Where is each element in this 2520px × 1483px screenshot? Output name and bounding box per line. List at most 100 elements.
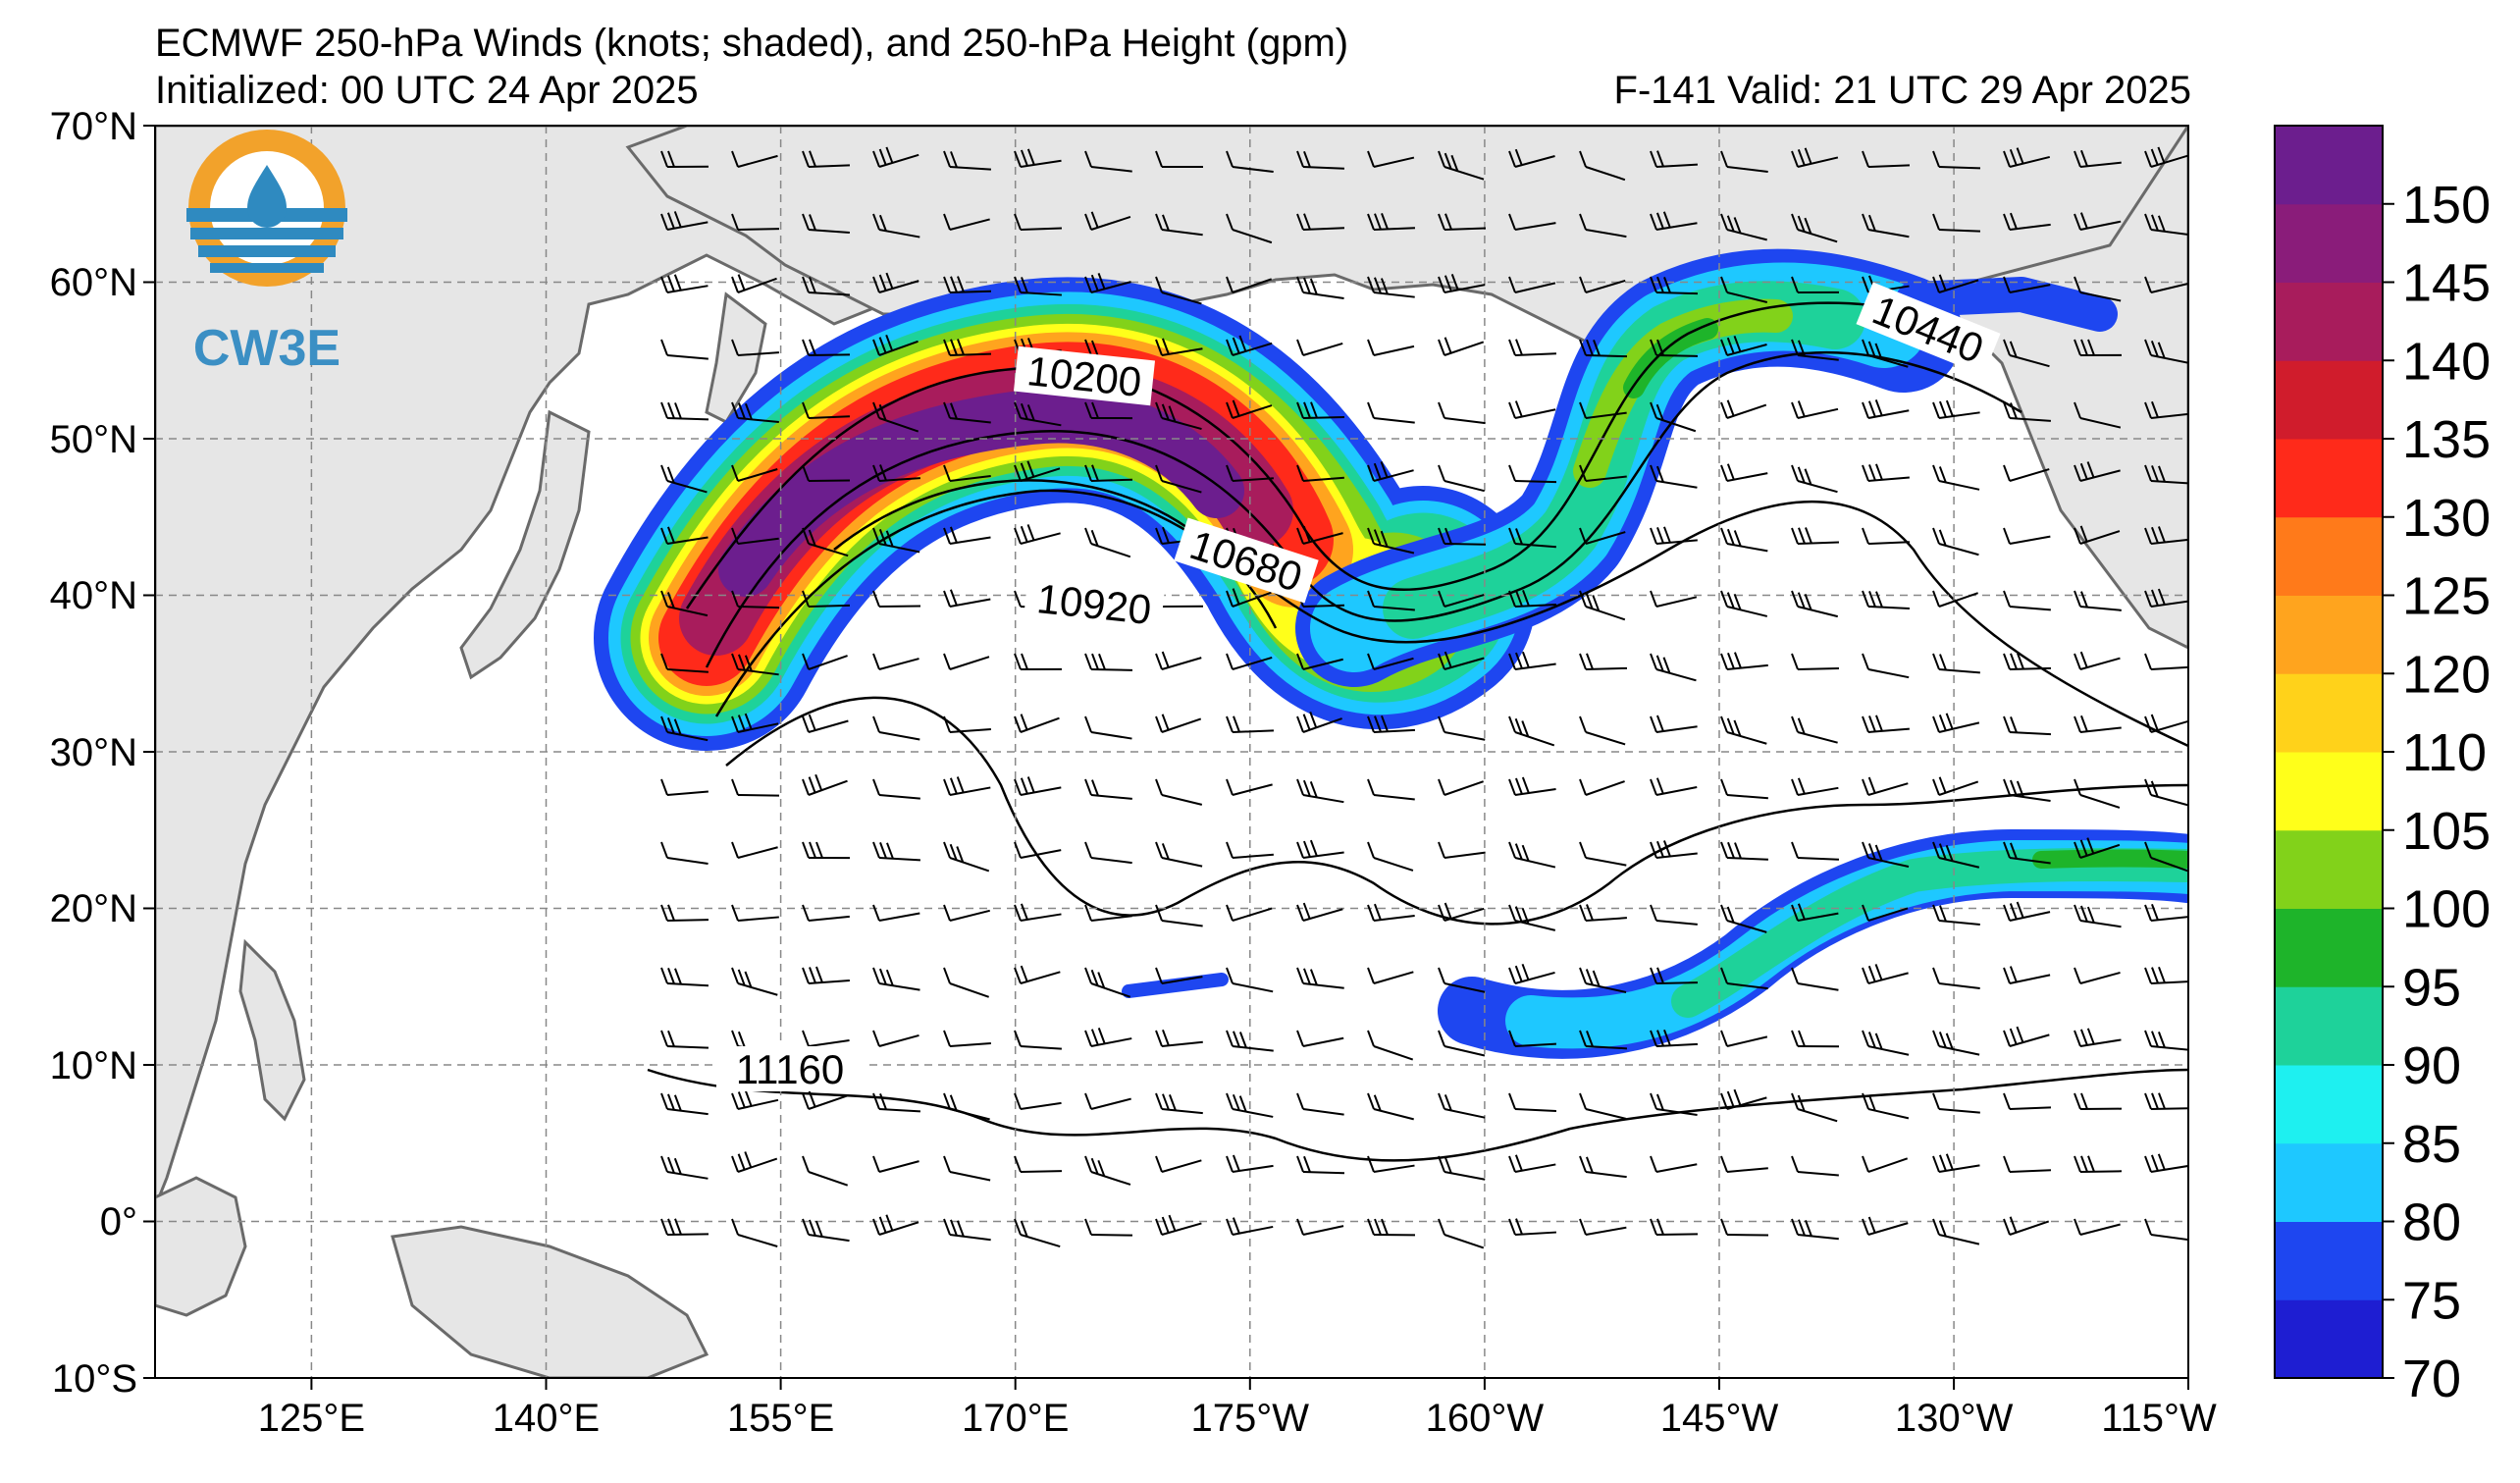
lat-label: 40°N [50,574,137,617]
wind-barb-flag [731,527,739,545]
wind-barb-flag [1791,464,1799,482]
wind-barb [737,537,779,545]
wind-barb-flag [660,590,668,608]
wind-barb-flag [943,967,951,984]
wind-barb-flag [872,527,880,545]
wind-barb-flag [2151,465,2159,482]
wind-barb-flag [802,653,810,670]
wind-barb-flag [1791,967,1799,984]
wind-barb-flag [660,653,668,670]
wind-barb-flag [1014,841,1022,859]
wind-barb-flag [1161,843,1170,860]
wind-barb-flag [1521,963,1530,980]
wind-barb-flag [667,968,675,984]
wind-barb-flag [1650,1155,1657,1173]
wind-barb-flag [2017,653,2024,669]
contour-label: 11160 [736,1046,845,1092]
wind-barb [1726,1035,1768,1047]
wind-barb-flag [1655,715,1664,732]
colorbar-segment [2275,673,2383,753]
wind-barb [1585,279,1626,293]
wind-barb-flag [802,213,810,231]
wind-barb-flag [2079,651,2088,668]
wind-barb-flag [1508,527,1516,545]
wind-barb-flag [802,841,810,859]
wind-barb-flag [1084,1030,1092,1047]
wind-barb-flag [1303,1155,1311,1173]
wind-barb-flag [731,464,739,482]
wind-barb [878,417,919,433]
colorbar-label: 80 [2402,1193,2461,1252]
wind-barb-flag [2016,780,2024,798]
wind-barb-flag [1515,528,1523,545]
wind-barb [2079,417,2122,429]
wind-barb-flag [1302,277,1311,294]
wind-barb-flag [1020,462,1028,480]
wind-barb [949,728,991,733]
wind-barb-flag [1656,276,1664,293]
wind-barb [1020,417,1062,427]
wind-barb-flag [1650,1092,1657,1110]
colorbar-label: 110 [2402,723,2487,782]
wind-barb-flag [1091,653,1099,670]
wind-barb-flag [1014,778,1022,796]
wind-barb [1161,920,1203,927]
wind-barb-flag [2087,339,2095,356]
wind-barb-flag [2003,1155,2011,1173]
wind-barb-flag [1450,274,1459,291]
wind-barb-flag [956,776,965,793]
wind-barb-flag [885,969,894,986]
wind-barb-flag [660,1155,668,1173]
wind-barb-flag [1592,595,1601,611]
wind-barb-flag [1720,276,1728,293]
wind-barb-flag [2074,1092,2081,1110]
wind-barb-flag [1791,590,1799,608]
wind-barb-flag [1650,1030,1657,1047]
wind-barb-flag [1438,715,1445,733]
wind-barb-flag [1444,152,1452,170]
wind-barb-flag [943,904,951,922]
wind-barb-flag [1655,465,1664,483]
wind-barb-flag [2080,715,2088,732]
wind-barb-flag [1733,335,1742,352]
wind-barb-flag [731,401,739,419]
wind-barb-flag [1226,1155,1234,1173]
wind-barb-flag [1296,150,1304,168]
wind-barb-flag [2074,715,2081,733]
wind-barb-flag [660,1218,668,1236]
wind-barb-flag [1867,341,1876,358]
wind-barb-flag [1874,844,1883,862]
wind-barb-flag [1303,150,1311,168]
wind-barb-flag [1862,590,1869,608]
wind-barb-flag [878,337,887,353]
wind-barb-flag [1874,343,1883,360]
wind-barb-flag [1798,527,1806,545]
wind-barb-flag [1020,965,1028,982]
wind-barb-flag [1514,1154,1523,1172]
wind-barb-flag [2074,527,2081,545]
wind-barb-flag [878,968,887,985]
wind-barb-flag [1791,213,1799,231]
wind-barb-flag [878,274,887,291]
wind-barb-flag [872,967,880,984]
wind-barb [1232,853,1274,859]
map-title: ECMWF 250-hPa Winds (knots; shaded), and… [155,22,1349,65]
wind-barb-flag [949,843,958,861]
wind-barb-flag [872,590,880,608]
wind-barb-flag [1797,903,1806,921]
wind-barb-flag [667,150,675,168]
wind-barb-flag [949,526,958,544]
wind-barb-flag [1650,401,1657,419]
wind-barb [737,846,778,859]
wind-barb-flag [1945,1153,1954,1171]
wind-barb-flag [1932,904,1940,922]
wind-barb-flag [1438,527,1445,545]
wind-barb-flag [1226,841,1234,859]
wind-barb-flag [1508,1155,1516,1173]
wind-barb [949,982,990,998]
wind-barb-flag [1162,1029,1170,1046]
wind-barb-flag [949,1094,958,1112]
wind-barb-flag [1938,529,1947,547]
wind-barb [808,415,851,419]
wind-barb-flag [1226,590,1234,608]
